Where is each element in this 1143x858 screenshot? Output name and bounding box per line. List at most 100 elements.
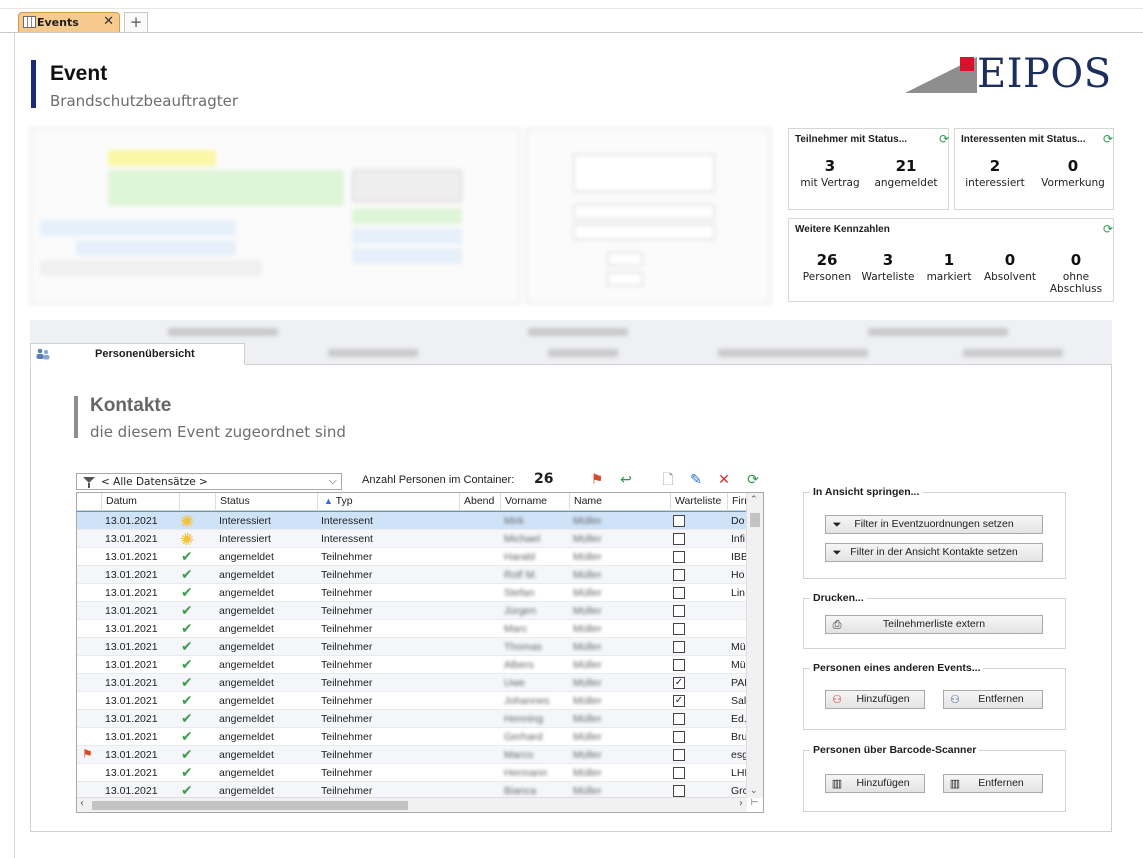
new-tab-button[interactable]: + — [124, 12, 148, 32]
cell-typ: Interessent — [321, 533, 373, 545]
contacts-grid[interactable]: Datum Status ▲ Typ Abend Vorname Name Wa… — [76, 492, 764, 813]
warteliste-checkbox[interactable] — [673, 641, 685, 653]
warteliste-checkbox[interactable] — [673, 623, 685, 635]
warteliste-checkbox[interactable] — [673, 587, 685, 599]
other-section-tabs[interactable] — [168, 322, 1110, 364]
vertical-scrollbar[interactable]: ⌃ ⌄ — [746, 493, 763, 798]
flag-marker-icon: ⚑ — [82, 747, 93, 761]
undo-arrow-icon[interactable]: ↩ — [620, 472, 632, 488]
scroll-up-icon[interactable]: ⌃ — [750, 495, 758, 505]
table-row[interactable]: 13.01.2021 ✔ angemeldet Teilnehmer Thomas Mül… — [77, 638, 747, 656]
checkmark-icon: ✔ — [181, 693, 193, 709]
add-persons-from-event-button[interactable]: ⚇ Hinzufügen — [825, 690, 925, 709]
column-header-vorname[interactable]: Vorname — [501, 493, 570, 511]
calendar-grid-icon — [23, 16, 36, 28]
table-row[interactable]: 13.01.2021 ✔ angemeldet Teilnehmer Hermann Mü… — [77, 764, 747, 782]
table-row[interactable]: 13.01.2021 ✔ angemeldet Teilnehmer Harald Mül… — [77, 548, 748, 566]
table-row[interactable]: 13.01.2021 Interessiert Interessent Michael… — [77, 530, 747, 548]
column-header-datum[interactable]: Datum — [102, 493, 180, 511]
cell-status: angemeldet — [219, 605, 274, 617]
barcode-icon: ▥ — [949, 778, 961, 790]
record-filter-select[interactable]: < Alle Datensätze > ⌵ — [76, 473, 342, 490]
cell-typ: Teilnehmer — [321, 695, 373, 707]
warteliste-checkbox[interactable] — [673, 533, 685, 545]
new-record-icon[interactable]: 🗋 — [662, 472, 674, 488]
column-header-status[interactable]: Status — [216, 493, 318, 511]
tab-personenuebersicht[interactable]: Personenübersicht — [30, 343, 245, 365]
person-count-label: Anzahl Personen im Container: — [362, 474, 515, 486]
column-header-abend[interactable]: Abend — [460, 493, 501, 511]
add-flag-icon[interactable]: ⚑ — [590, 472, 604, 488]
warteliste-checkbox[interactable] — [673, 515, 685, 527]
table-row[interactable]: 13.01.2021 Interessiert Interessent Mirk Mül… — [77, 511, 748, 531]
cell-status: angemeldet — [219, 713, 274, 725]
warteliste-checkbox[interactable] — [673, 731, 685, 743]
table-row[interactable]: 13.01.2021 ✔ angemeldet Teilnehmer Henning Mü… — [77, 710, 747, 728]
column-header-firma[interactable]: Firr — [732, 495, 748, 507]
refresh-icon[interactable]: ⟳ — [1103, 222, 1114, 236]
scroll-down-icon[interactable]: ⌄ — [750, 786, 758, 796]
table-row[interactable]: 13.01.2021 ✔ angemeldet Teilnehmer Johannes M… — [77, 692, 747, 710]
checkmark-icon: ✔ — [181, 765, 193, 781]
table-row[interactable]: 13.01.2021 ✔ angemeldet Teilnehmer Gerhard Mü… — [77, 728, 747, 746]
more-stats-title: Weitere Kennzahlen — [795, 224, 890, 235]
stat-markiert: 1 markiert — [926, 251, 972, 283]
warteliste-checkbox[interactable] — [673, 659, 685, 671]
cell-vorname: Bianca — [504, 785, 537, 797]
table-row[interactable]: 13.01.2021 ✔ angemeldet Teilnehmer Albers Mül… — [77, 656, 747, 674]
warteliste-checkbox[interactable] — [673, 569, 685, 581]
cell-firma: esg — [731, 749, 748, 761]
cell-vorname: Johannes — [504, 695, 550, 707]
cell-vorname: Uwe — [504, 677, 526, 689]
cell-firma: Do — [731, 515, 745, 527]
delete-x-icon[interactable]: ✕ — [718, 472, 730, 488]
table-row[interactable]: 13.01.2021 ✔ angemeldet Teilnehmer Jürgen Mül… — [77, 602, 747, 620]
table-row[interactable]: 13.01.2021 ✔ angemeldet Teilnehmer Uwe Müller… — [77, 674, 748, 692]
cell-name: Müller — [573, 767, 602, 779]
stat-personen: 26 Personen — [802, 251, 852, 283]
warteliste-checkbox[interactable] — [673, 749, 685, 761]
barcode-remove-button[interactable]: ▥ Entfernen — [943, 774, 1043, 793]
cell-name: Müller — [573, 713, 602, 725]
add-people-icon: ⚇ — [832, 694, 842, 706]
cell-typ: Teilnehmer — [321, 731, 373, 743]
checkmark-icon: ✔ — [181, 657, 193, 673]
barcode-add-button[interactable]: ▥ Hinzufügen — [825, 774, 925, 793]
scroll-left-icon[interactable]: ‹ — [80, 798, 84, 809]
cell-name: Müller — [573, 533, 602, 545]
checkmark-icon: ✔ — [181, 603, 193, 619]
column-header-name[interactable]: Name — [570, 493, 671, 511]
table-row[interactable]: ⚑ 13.01.2021 ✔ angemeldet Teilnehmer Marco Mül… — [77, 746, 748, 764]
table-row[interactable]: 13.01.2021 ✔ angemeldet Teilnehmer Bianca Mül… — [77, 782, 748, 800]
edit-pencil-icon[interactable]: ✎ — [690, 472, 702, 488]
filter-contacts-view-button[interactable]: ⏷ Filter in der Ansicht Kontakte setzen — [825, 543, 1043, 562]
warteliste-checkbox[interactable] — [673, 713, 685, 725]
warteliste-checkbox[interactable]: ✓ — [673, 695, 685, 707]
table-row[interactable]: 13.01.2021 ✔ angemeldet Teilnehmer Stefan Mül… — [77, 584, 747, 602]
column-header-typ[interactable]: ▲ Typ — [318, 493, 460, 511]
cell-status: angemeldet — [219, 677, 274, 689]
close-icon[interactable]: ✕ — [103, 14, 114, 29]
warteliste-checkbox[interactable] — [673, 605, 685, 617]
print-participant-list-button[interactable]: ⎙ Teilnehmerliste extern — [825, 615, 1043, 634]
table-row[interactable]: 13.01.2021 ✔ angemeldet Teilnehmer Rolf M. Mü… — [77, 566, 747, 584]
column-header-warteliste[interactable]: Warteliste — [671, 493, 728, 511]
refresh-icon[interactable]: ⟳ — [747, 472, 759, 488]
warteliste-checkbox[interactable]: ✓ — [673, 677, 685, 689]
refresh-icon[interactable]: ⟳ — [1103, 132, 1114, 146]
warteliste-checkbox[interactable] — [673, 785, 685, 797]
horizontal-scrollbar[interactable]: ‹ › — [77, 797, 747, 812]
scroll-right-icon[interactable]: › — [739, 798, 743, 809]
warteliste-checkbox[interactable] — [673, 767, 685, 779]
filter-event-assignments-button[interactable]: ⏷ Filter in Eventzuordnungen setzen — [825, 515, 1043, 534]
column-header-icon[interactable] — [180, 493, 216, 511]
table-row[interactable]: 13.01.2021 ✔ angemeldet Teilnehmer Marc Mülle… — [77, 620, 747, 638]
refresh-icon[interactable]: ⟳ — [939, 132, 950, 146]
tab-events[interactable]: Events ✕ — [18, 12, 120, 32]
people-icon — [36, 348, 50, 360]
cell-vorname: Harald — [504, 551, 535, 563]
warteliste-checkbox[interactable] — [673, 551, 685, 563]
remove-persons-from-event-button[interactable]: ⚇ Entfernen — [943, 690, 1043, 709]
column-chooser-icon[interactable]: ⊢ — [750, 798, 759, 808]
filter-funnel-icon: ⏷ — [832, 547, 842, 559]
